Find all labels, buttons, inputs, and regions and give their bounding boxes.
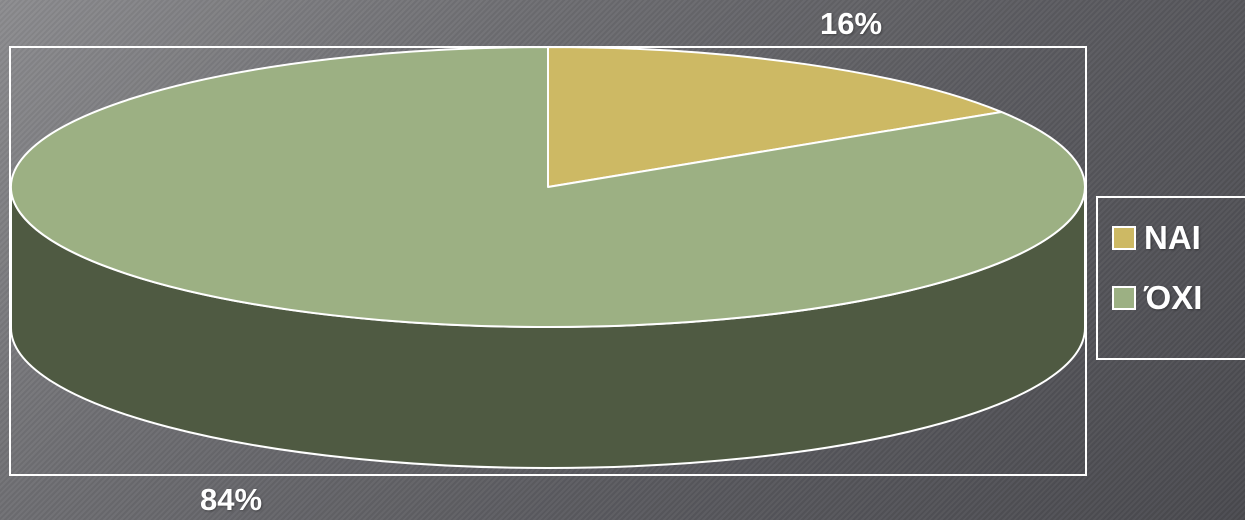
- pie-group: [10, 46, 1086, 469]
- legend-label-nai: ΝΑΙ: [1144, 219, 1201, 256]
- legend-label-oxi: ΌΧΙ: [1144, 279, 1203, 316]
- legend-swatch-nai: [1112, 226, 1136, 250]
- slice-top-1: [10, 46, 1086, 328]
- legend-item-oxi: ΌΧΙ: [1112, 279, 1203, 316]
- legend-swatch-oxi: [1112, 286, 1136, 310]
- data-label-oxi: 84%: [200, 482, 263, 517]
- legend-item-nai: ΝΑΙ: [1112, 219, 1201, 256]
- legend: ΝΑΙ ΌΧΙ: [1096, 196, 1245, 360]
- slice-top-0: [547, 46, 1003, 188]
- data-label-nai: 16%: [820, 6, 883, 41]
